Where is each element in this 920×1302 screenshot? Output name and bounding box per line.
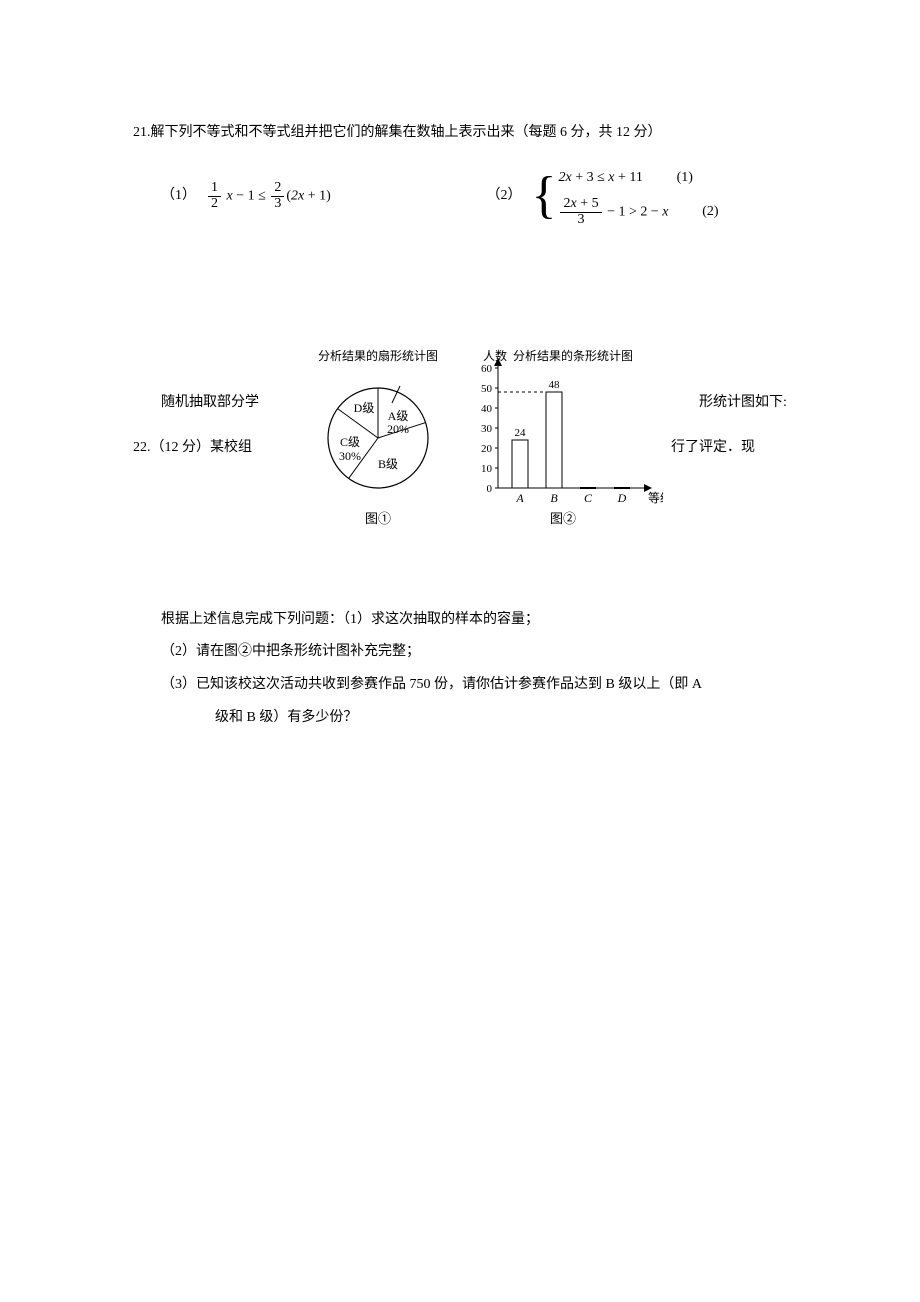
q22-p3b: 级和 B 级）有多少份？: [161, 705, 787, 732]
question-22: 22.（12 分）某校组 分析结果的扇形统计图: [133, 348, 787, 732]
svg-text:B: B: [550, 491, 558, 505]
pie-label-c: C级: [340, 435, 360, 449]
pie-label-c-pct: 30%: [339, 449, 361, 463]
q22-figure: 分析结果的扇形统计图 A级 20% B级: [283, 348, 663, 549]
q21-sub2-label: （2）: [487, 183, 522, 210]
stats-figure: 分析结果的扇形统计图 A级 20% B级: [283, 348, 663, 538]
svg-text:D: D: [617, 491, 627, 505]
q21-number: 21.: [133, 125, 151, 140]
bar-value-b: 48: [549, 379, 561, 391]
svg-text:40: 40: [481, 403, 493, 415]
bar-xlabel: 等级: [648, 491, 663, 505]
bar-value-a: 24: [515, 427, 527, 439]
pie-chart: A级 20% B级 C级 30% D级: [328, 386, 428, 488]
pie-label-d: D级: [354, 401, 375, 415]
svg-text:30: 30: [481, 423, 493, 435]
bar-title: 分析结果的条形统计图: [513, 348, 633, 363]
bar-caption: 图②: [550, 511, 576, 526]
bar-chart: 0 10 20 30 40 50 60 24: [481, 358, 663, 505]
q22-row2-right: 形统计图如下:: [691, 390, 787, 417]
q22-row1-left: 22.（12 分）某校组: [133, 435, 283, 462]
q21-prompt: 21.解下列不等式和不等式组并把它们的解集在数轴上表示出来（每题 6 分，共 1…: [133, 120, 787, 147]
q22-p2: （2）请在图②中把条形统计图补充完整；: [161, 639, 787, 666]
pie-title: 分析结果的扇形统计图: [318, 348, 438, 363]
q21-prompt-text: 解下列不等式和不等式组并把它们的解集在数轴上表示出来（每题 6 分，共 12 分…: [151, 125, 662, 140]
q22-p3: （3）已知该校这次活动共收到参赛作品 750 份，请你估计参赛作品达到 B 级以…: [161, 672, 787, 699]
q22-number: 22.: [133, 440, 151, 455]
pie-label-b: B级: [378, 457, 398, 471]
q22-row1-right: 行了评定．现: [663, 435, 787, 462]
bar-ylabel: 人数: [483, 348, 507, 363]
pie-label-a: A级: [388, 409, 409, 423]
q22-body: 根据上述信息完成下列问题：（1）求这次抽取的样本的容量； （2）请在图②中把条形…: [133, 607, 787, 731]
q21-sub1: （1） 12 x − 1 ≤ 23(2x + 1): [161, 165, 487, 228]
pie-caption: 图①: [365, 511, 391, 526]
q21-sub1-label: （1）: [161, 183, 196, 210]
pie-label-a-pct: 20%: [387, 422, 409, 436]
q22-p1: 根据上述信息完成下列问题：（1）求这次抽取的样本的容量；: [161, 607, 787, 634]
q21-ineq1: 12 x − 1 ≤ 23(2x + 1): [206, 181, 331, 211]
question-21: 21.解下列不等式和不等式组并把它们的解集在数轴上表示出来（每题 6 分，共 1…: [133, 120, 787, 228]
q21-sub2: （2） { 2x + 3 ≤ x + 11 (1) 2x + 53 − 1 > …: [487, 165, 787, 228]
svg-text:60: 60: [481, 363, 493, 375]
svg-text:0: 0: [487, 483, 493, 495]
svg-text:A: A: [515, 491, 524, 505]
q22-points: （12 分）: [151, 440, 211, 455]
svg-text:C: C: [584, 491, 593, 505]
svg-text:50: 50: [481, 383, 493, 395]
svg-text:10: 10: [481, 463, 493, 475]
q21-system: { 2x + 3 ≤ x + 11 (1) 2x + 53 − 1 > 2 − …: [532, 165, 719, 228]
svg-text:20: 20: [481, 443, 493, 455]
